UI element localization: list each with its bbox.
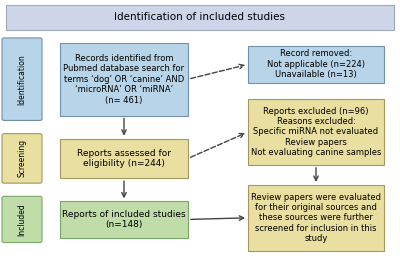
Text: Reports excluded (n=96)
Reasons excluded:
Specific miRNA not evaluated
Review pa: Reports excluded (n=96) Reasons excluded…: [251, 107, 381, 157]
Text: Reports assessed for
eligibility (n=244): Reports assessed for eligibility (n=244): [77, 149, 171, 168]
FancyBboxPatch shape: [60, 43, 188, 116]
Text: Record removed:
Not applicable (n=224)
Unavailable (n=13): Record removed: Not applicable (n=224) U…: [267, 49, 365, 79]
FancyBboxPatch shape: [248, 185, 384, 251]
Text: Screening: Screening: [18, 139, 26, 177]
FancyBboxPatch shape: [248, 46, 384, 82]
Text: Reports of included studies
(n=148): Reports of included studies (n=148): [62, 210, 186, 229]
FancyBboxPatch shape: [6, 5, 394, 30]
Text: Records identified from
Pubmed database search for
terms ‘dog’ OR ‘canine’ AND
‘: Records identified from Pubmed database …: [64, 54, 184, 105]
FancyBboxPatch shape: [60, 201, 188, 238]
FancyBboxPatch shape: [2, 38, 42, 120]
Text: Review papers were evaluated
for their original sources and
these sources were f: Review papers were evaluated for their o…: [251, 192, 381, 243]
Text: Identification of included studies: Identification of included studies: [114, 12, 286, 22]
Text: Identification: Identification: [18, 54, 26, 105]
Text: Included: Included: [18, 203, 26, 236]
FancyBboxPatch shape: [2, 134, 42, 183]
FancyBboxPatch shape: [2, 196, 42, 243]
FancyBboxPatch shape: [248, 99, 384, 165]
FancyBboxPatch shape: [60, 139, 188, 178]
